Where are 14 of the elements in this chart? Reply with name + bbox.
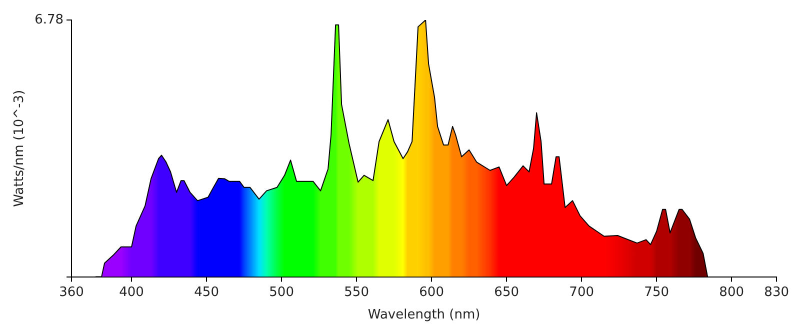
x-tick-label: 500 — [269, 284, 294, 300]
x-tick-label: 450 — [194, 284, 219, 300]
x-axis-title: Wavelength (nm) — [368, 308, 480, 323]
x-tick-label: 400 — [119, 284, 144, 300]
y-axis-title: Watts/nm (10^-3) — [12, 90, 28, 207]
x-tick-label: 750 — [644, 284, 669, 300]
x-tick-label: 830 — [764, 284, 790, 300]
x-tick-label: 600 — [419, 284, 444, 300]
x-tick-label: 700 — [569, 284, 594, 300]
x-tick-label: 360 — [59, 284, 84, 300]
y-tick-label: 6.78 — [34, 12, 64, 28]
x-tick-label: 550 — [344, 284, 369, 300]
x-tick-label: 800 — [719, 284, 744, 300]
x-tick-label: 650 — [494, 284, 519, 300]
